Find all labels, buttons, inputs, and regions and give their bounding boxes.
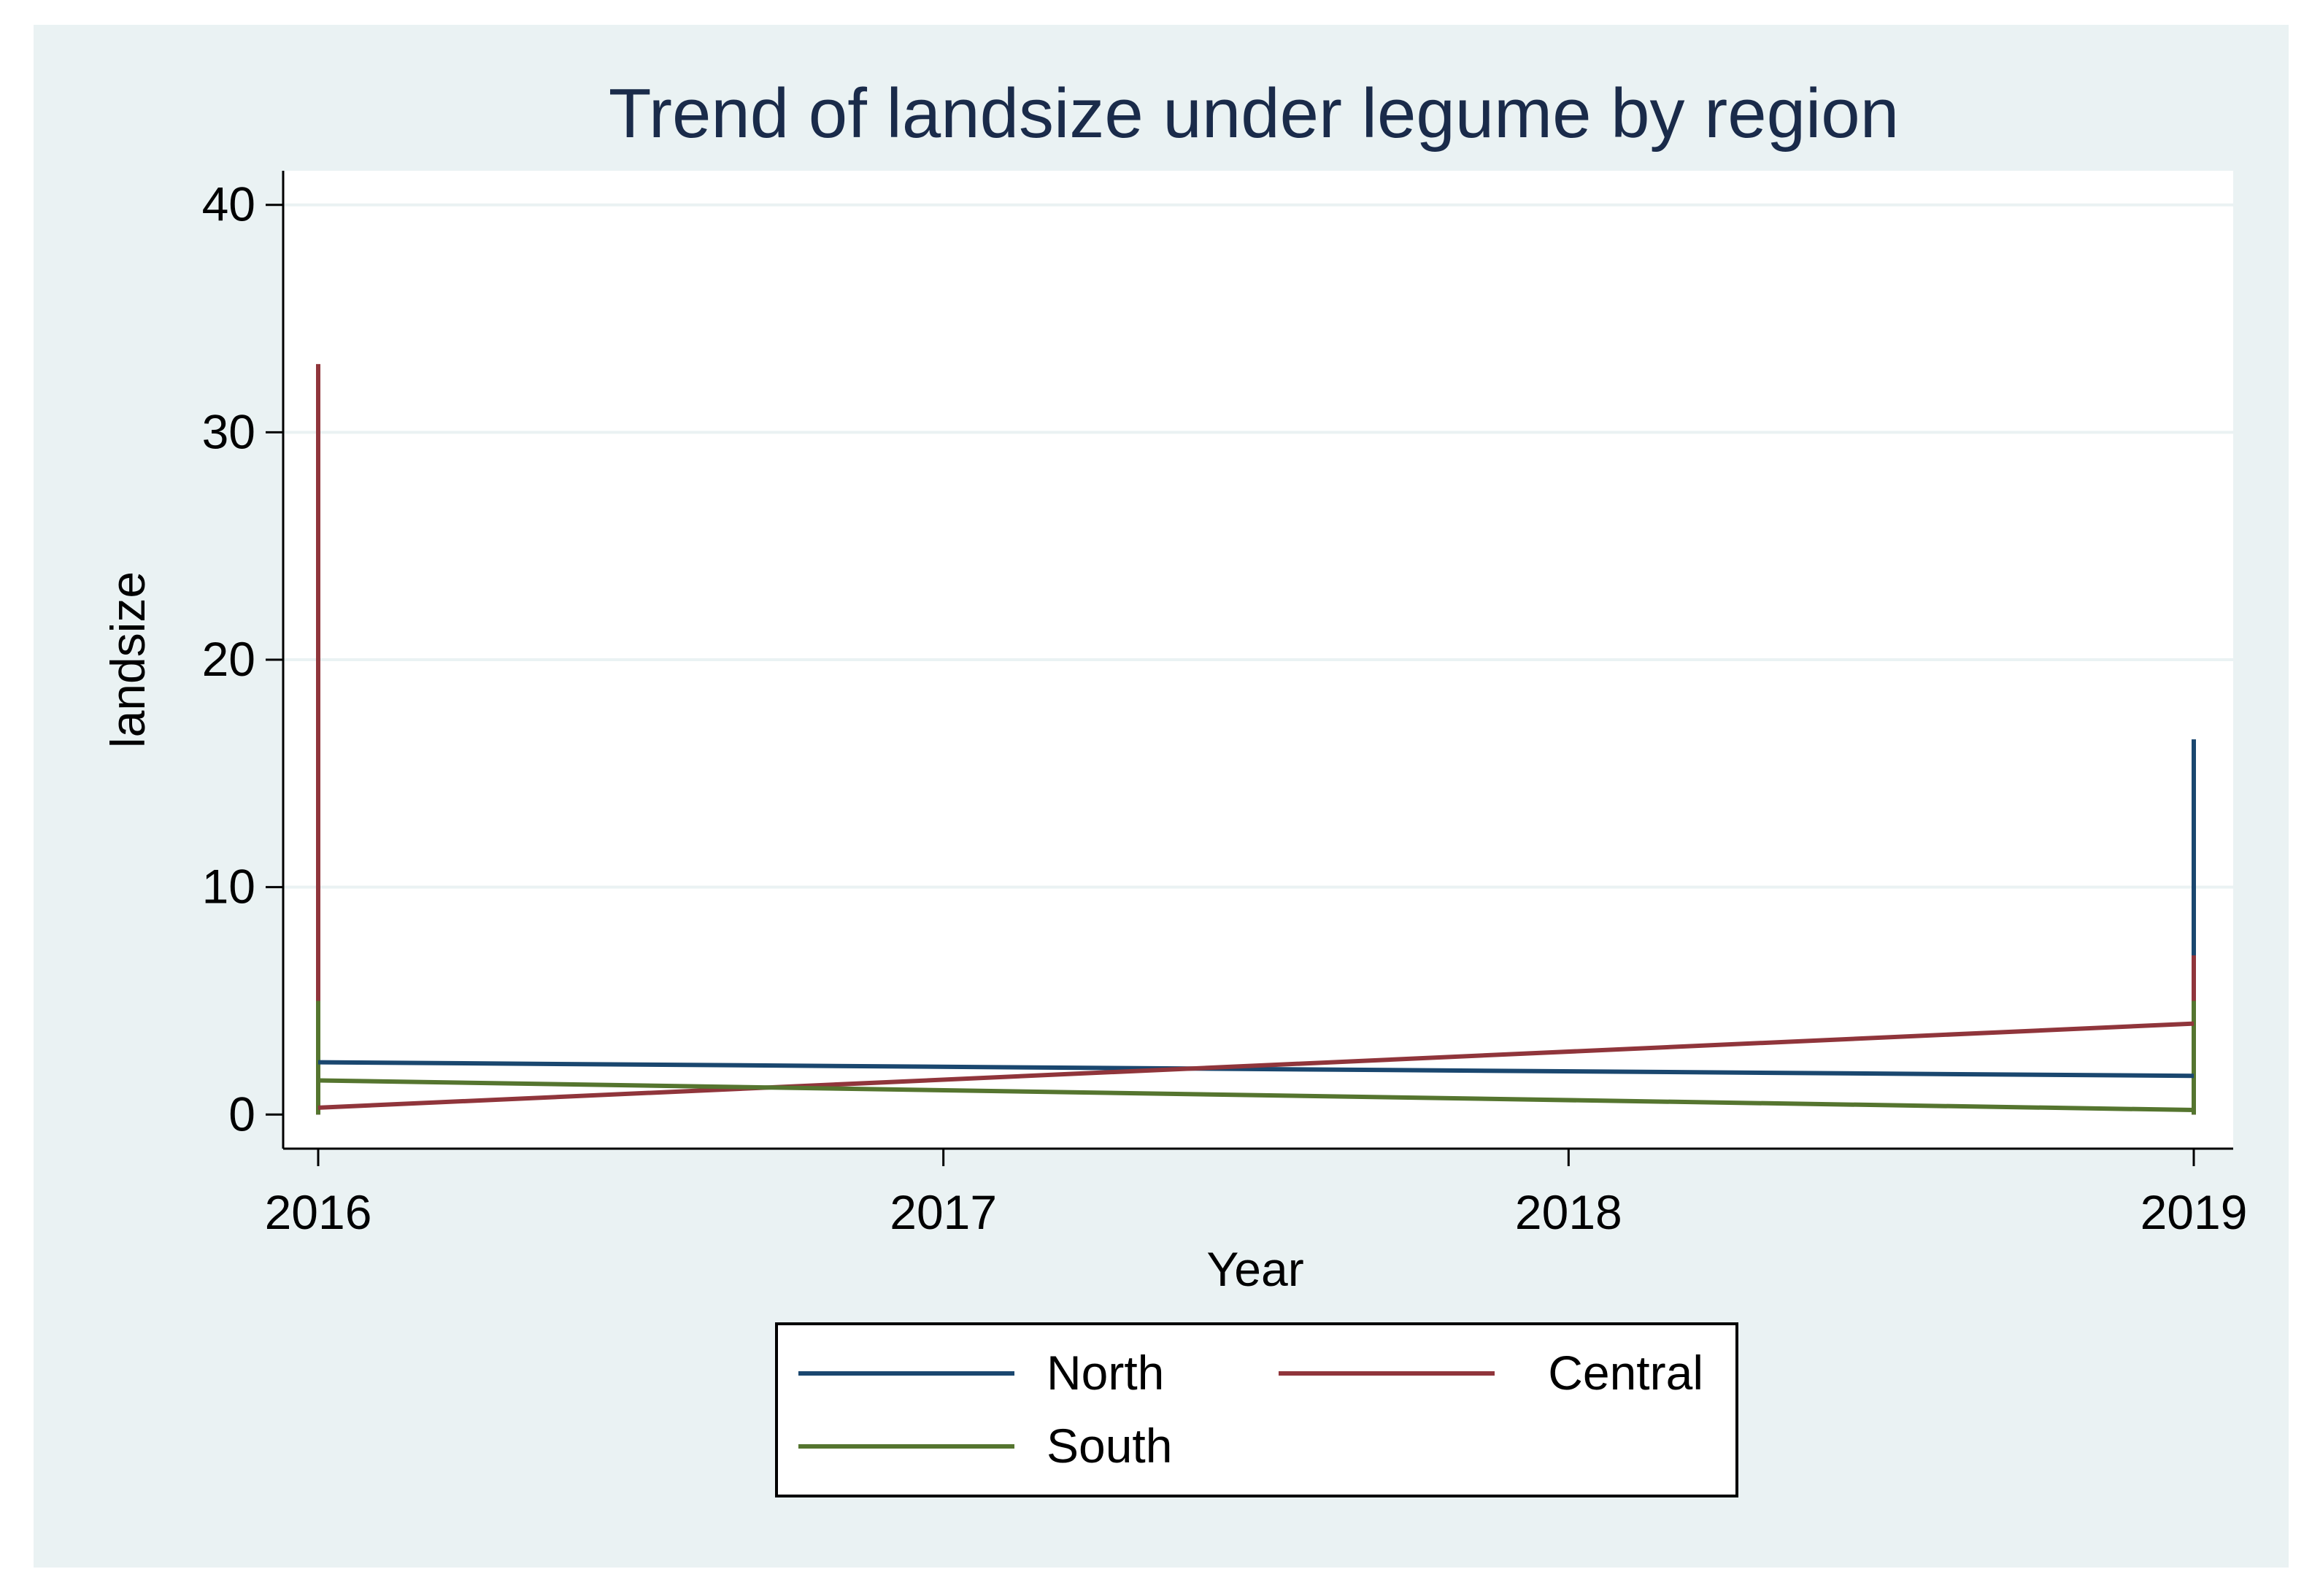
x-tick-label-2017: 2017 (890, 1185, 997, 1239)
x-axis-ticks: 2016 2017 2018 2019 (265, 1149, 2248, 1239)
y-axis-title: landsize (101, 571, 155, 748)
series-line-north (317, 1060, 2195, 1079)
legend-label-north: North (1047, 1346, 1164, 1400)
gridlines (283, 203, 2233, 889)
y-tick-label-0: 0 (228, 1087, 255, 1141)
legend-label-south: South (1047, 1419, 1172, 1473)
legend: North Central South (775, 1322, 1738, 1497)
series-line-south (317, 1078, 2195, 1113)
x-axis-title: Year (1206, 1242, 1303, 1296)
series-line-central (317, 1021, 2195, 1110)
y-tick-label-20: 20 (202, 632, 255, 686)
y-tick-label-40: 40 (202, 177, 255, 231)
legend-item-central: Central (1279, 1346, 1703, 1400)
series-layer (316, 363, 2196, 1115)
y-tick-label-10: 10 (202, 860, 255, 914)
x-tick-label-2016: 2016 (265, 1185, 372, 1239)
legend-item-north: North (798, 1346, 1164, 1400)
chart-title: Trend of landsize under legume by region (609, 74, 1899, 153)
legend-label-central: Central (1548, 1346, 1703, 1400)
x-tick-label-2019: 2019 (2140, 1185, 2248, 1239)
y-tick-label-30: 30 (202, 404, 255, 458)
legend-box (775, 1322, 1738, 1497)
x-tick-label-2018: 2018 (1515, 1185, 1622, 1239)
legend-item-south: South (798, 1419, 1172, 1473)
y-axis-ticks: 0 10 20 30 40 (202, 177, 283, 1141)
